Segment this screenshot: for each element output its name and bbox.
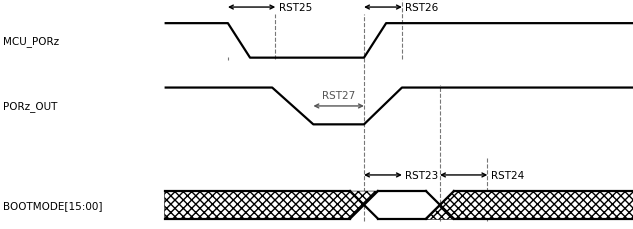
Text: RST26: RST26	[405, 3, 439, 13]
Text: RST24: RST24	[491, 170, 524, 180]
Polygon shape	[426, 191, 633, 219]
Text: PORz_OUT: PORz_OUT	[3, 101, 58, 112]
Polygon shape	[165, 191, 378, 219]
Text: RST25: RST25	[279, 3, 312, 13]
Text: BOOTMODE[15:00]: BOOTMODE[15:00]	[3, 200, 103, 210]
Text: RST23: RST23	[405, 170, 439, 180]
Polygon shape	[378, 191, 426, 219]
Text: MCU_PORz: MCU_PORz	[3, 36, 60, 47]
Text: RST27: RST27	[322, 91, 355, 101]
